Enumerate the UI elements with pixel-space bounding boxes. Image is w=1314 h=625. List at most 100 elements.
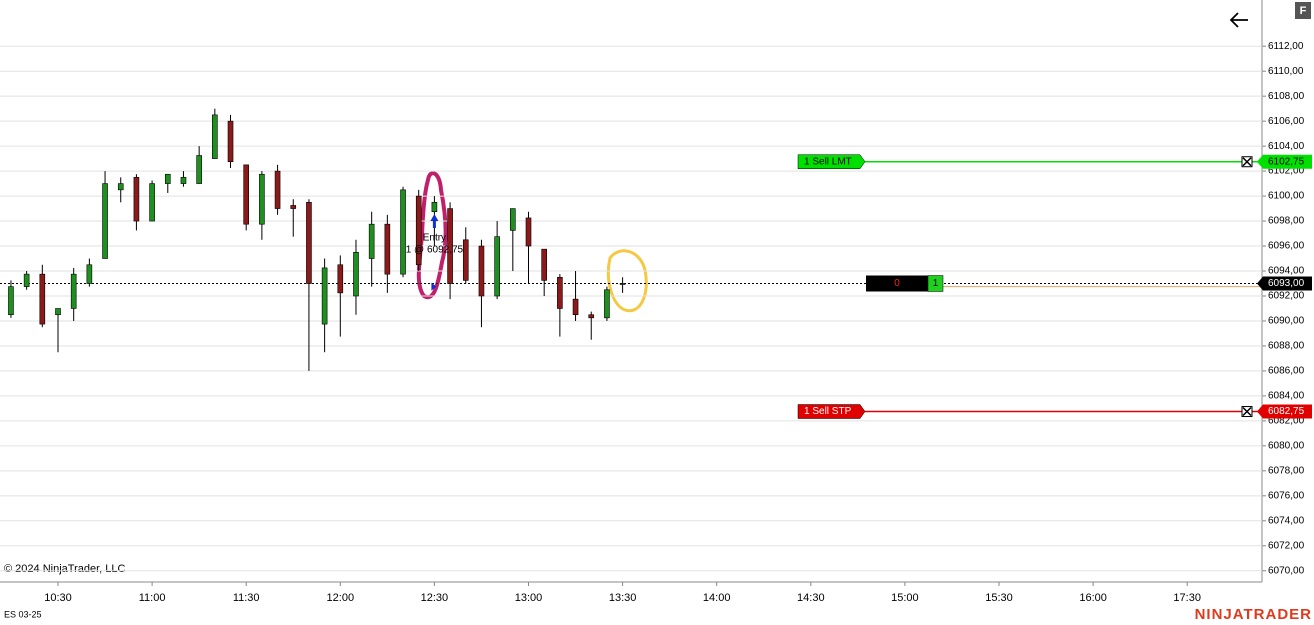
position-qty-box [927,275,944,292]
candle-body [23,273,30,287]
candle-body [337,264,344,294]
y-tick-label: 6086,00 [1268,366,1305,377]
x-tick-label: 14:30 [797,592,825,604]
candle-body [274,170,281,209]
entry-price-marker [431,282,437,291]
candle-body [494,236,500,297]
candle-body [133,177,140,222]
candle-body [431,202,438,212]
candle-body [478,245,485,297]
x-tick-label: 11:00 [139,592,166,604]
y-tick-label: 6076,00 [1268,490,1305,501]
candle-body [259,173,265,225]
order-price-box [1257,154,1312,169]
brand-logo: NINJATRADER [1195,606,1312,623]
y-tick-label: 6110,00 [1268,66,1304,77]
y-tick-label: 6072,00 [1268,540,1305,551]
candle-body [164,173,171,184]
y-tick-label: 6078,00 [1268,465,1305,476]
y-tick-label: 6088,00 [1268,341,1305,352]
candle-body [212,114,218,159]
position-pnl-box [866,275,928,292]
candle-body [102,183,108,259]
f-button[interactable] [1295,2,1311,19]
candle-body [243,164,249,225]
candle-body [353,251,359,297]
candle-body [8,286,14,316]
x-tick-label: 15:00 [891,592,919,604]
order-name: 1 Sell STP [804,406,852,417]
x-tick-label: 17:30 [1173,592,1201,604]
y-tick-label: 6074,00 [1268,515,1305,526]
annotation-loop [606,249,648,313]
candle-body [196,155,202,184]
candle-body [400,189,406,275]
y-tick-label: 6096,00 [1268,241,1305,252]
order-tag [797,404,866,419]
y-tick-label: 6104,00 [1268,141,1305,152]
y-tick-label: 6098,00 [1268,216,1305,227]
back-arrow[interactable] [1229,12,1248,28]
y-tick-label: 6112,00 [1268,41,1304,52]
candle-body [321,267,328,325]
y-tick-label: 6084,00 [1268,391,1305,402]
x-tick-label: 15:30 [985,592,1013,604]
entry-arrow [430,214,439,228]
x-tick-label: 12:30 [421,592,449,604]
entry-label: Entry [423,233,446,244]
candle-body [572,298,579,316]
y-tick-label: 6100,00 [1268,191,1305,202]
candle-body [149,183,155,222]
x-tick-label: 11:30 [233,592,260,604]
position-pnl: 0 [894,278,900,289]
candle-body [368,223,375,259]
candle-body [510,208,516,231]
candle-body [557,276,563,309]
candle-body [70,273,77,309]
order-name: 1 Sell LMT [804,156,852,167]
y-tick-label: 6070,00 [1268,565,1305,576]
order-price-box [1257,404,1312,419]
candle-body [447,208,453,284]
x-tick-label: 10:30 [44,592,72,604]
order-cancel-x[interactable] [1242,406,1252,417]
y-tick-label: 6094,00 [1268,266,1305,277]
candle-body [290,205,297,209]
y-tick-label: 6092,00 [1268,291,1305,302]
candle-body [384,223,391,275]
y-tick-label: 6090,00 [1268,316,1305,327]
candle-body [415,195,422,266]
candle-body [117,183,124,191]
candle-body [39,273,46,325]
candle-body [180,177,187,184]
order-cancel-x[interactable] [1242,157,1252,167]
y-tick-label: 6106,00 [1268,116,1305,127]
candle-body [619,283,626,285]
candle-body [55,308,61,316]
last-price-box [1257,276,1312,291]
copyright: © 2024 NinjaTrader, LLC [4,563,125,575]
x-tick-label: 13:00 [515,592,543,604]
candle-body [86,264,93,284]
order-price-label: 6102,75 [1268,156,1305,167]
candle-body [541,248,547,281]
y-tick-label: 6080,00 [1268,441,1305,452]
y-tick-label: 6108,00 [1268,91,1305,102]
position-qty: 1 [933,278,939,289]
y-tick-label: 6082,00 [1268,416,1305,427]
x-tick-label: 16:00 [1079,592,1107,604]
x-tick-label: 14:00 [703,592,731,604]
f-button-label[interactable]: F [1300,5,1307,17]
annotation-loop [416,171,448,300]
y-tick-label: 6102,00 [1268,166,1305,177]
candle-body [588,314,595,319]
candle-body [227,120,234,163]
candle-body [525,217,532,247]
last-price-label: 6093,00 [1268,278,1305,289]
x-tick-label: 12:00 [327,592,355,604]
order-tag [797,154,866,169]
x-tick-label: 13:30 [609,592,637,604]
candle-body [462,239,469,281]
